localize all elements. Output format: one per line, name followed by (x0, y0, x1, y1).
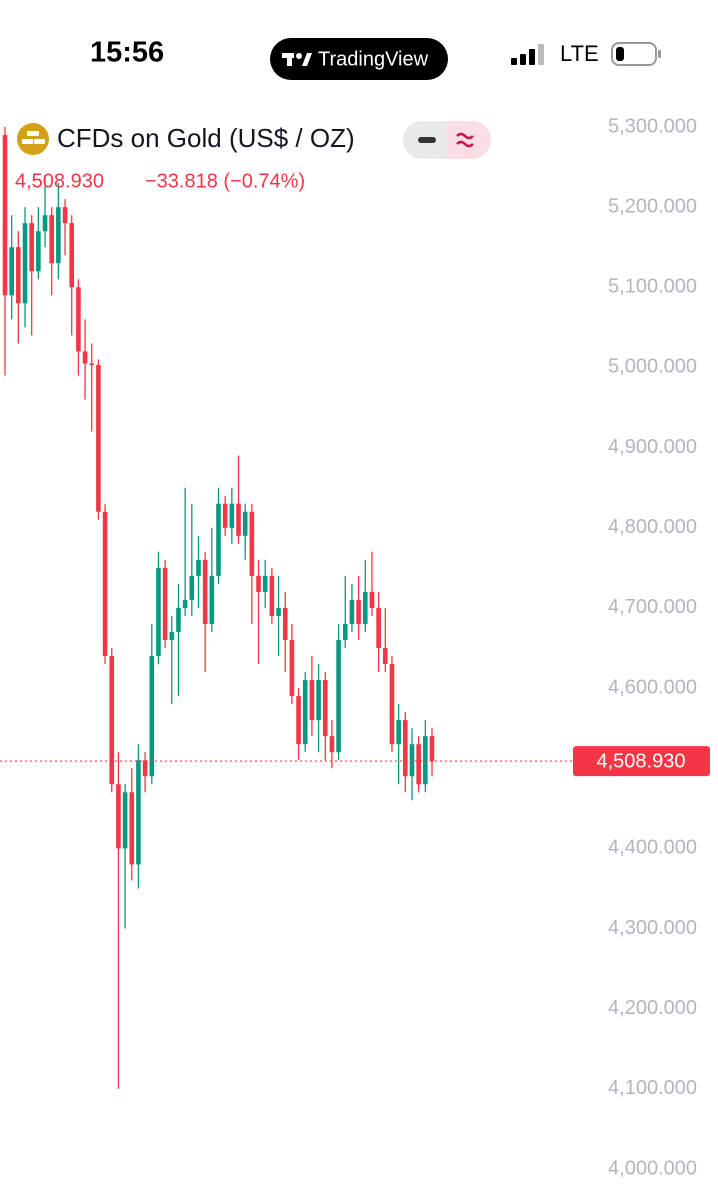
candle-body (89, 363, 95, 366)
candle-body (236, 503, 241, 536)
candle-body (336, 639, 341, 753)
candle-body (129, 792, 135, 865)
candle-body (62, 207, 68, 224)
last-price: 4,508.930 (15, 170, 104, 192)
candle-body (182, 599, 188, 608)
toggle-active[interactable] (447, 121, 491, 159)
candle-body (409, 744, 415, 777)
candle-body (209, 575, 215, 624)
candle-body (342, 623, 348, 640)
candle-body (416, 744, 421, 785)
candle-body (249, 511, 255, 576)
candle-body (362, 591, 368, 624)
y-tick-label: 5,300.000 (608, 115, 697, 137)
app-logo (282, 53, 312, 66)
candle-body (49, 215, 55, 264)
candle-body (2, 135, 8, 296)
candle-body (423, 736, 428, 785)
candle-body (403, 720, 408, 777)
network-label: LTE (560, 41, 599, 66)
status-time: 15:56 (90, 37, 164, 69)
candle-body (169, 631, 175, 640)
y-tick-label: 4,800.000 (608, 516, 697, 538)
candle-body (9, 247, 14, 296)
candle-body (202, 559, 208, 624)
candle-body (142, 760, 148, 777)
candle-body (322, 680, 328, 737)
price-change: −33.818 (−0.74%) (145, 170, 305, 192)
candle-body (382, 648, 388, 665)
battery-icon (611, 42, 661, 66)
candle-body (69, 223, 75, 288)
candle-body (109, 656, 115, 785)
candle-body (389, 664, 395, 745)
signal-icon (511, 44, 544, 65)
y-tick-label: 4,700.000 (608, 596, 697, 618)
instrument-title: CFDs on Gold (US$ / OZ) (57, 123, 355, 153)
candle-body (329, 736, 335, 753)
app-name: TradingView (318, 48, 429, 70)
candle-body (262, 575, 268, 592)
wave-icon (456, 132, 474, 148)
gold-icon (17, 123, 49, 155)
candle-body (256, 575, 261, 592)
y-tick-label: 4,400.000 (608, 837, 697, 859)
y-tick-label: 4,600.000 (608, 676, 697, 698)
candle-body (22, 223, 28, 304)
candle-body (369, 591, 375, 608)
app-pill (270, 38, 448, 80)
y-tick-label: 4,200.000 (608, 997, 697, 1019)
y-tick-label: 5,200.000 (608, 195, 697, 217)
candle-body (149, 656, 155, 777)
candle-body (396, 720, 401, 745)
candle-body (289, 639, 295, 697)
candle-body (282, 607, 288, 640)
candle-body (42, 215, 48, 232)
candle-body (29, 223, 34, 272)
candle-body (302, 680, 308, 745)
candle-body (349, 599, 355, 624)
candle-body (176, 607, 181, 632)
y-tick-label: 4,000.000 (608, 1157, 697, 1179)
candle-body (429, 736, 435, 762)
candle-body (16, 247, 21, 304)
candle-body (36, 231, 41, 272)
y-tick-label: 5,000.000 (608, 356, 697, 378)
y-tick-label: 5,100.000 (608, 276, 697, 298)
candle-body (296, 696, 301, 745)
candle-body (276, 607, 281, 616)
candle-body (136, 760, 141, 865)
candle-body (309, 680, 315, 721)
candle-body (116, 784, 121, 849)
candle-body (156, 567, 161, 657)
y-tick-label: 4,100.000 (608, 1077, 697, 1099)
candle-body (356, 599, 361, 624)
candle-body (242, 511, 248, 536)
candle-body (122, 792, 128, 849)
candle-body (96, 365, 101, 512)
candle-body (229, 503, 235, 528)
candle-body (189, 575, 195, 600)
last-price-tag-label: 4,508.930 (597, 750, 686, 772)
candle-body (222, 503, 228, 528)
y-tick-label: 4,300.000 (608, 917, 697, 939)
candle-body (196, 559, 201, 576)
candle-body (56, 207, 61, 264)
candle-body (76, 287, 81, 352)
candle-body (102, 511, 108, 657)
minimize-icon (418, 137, 436, 143)
y-tick-label: 4,900.000 (608, 436, 697, 458)
candle-body (82, 351, 88, 364)
candle-body (162, 567, 168, 640)
last-price-tag (573, 746, 710, 777)
candle-body (216, 503, 221, 576)
candle-body (376, 607, 381, 648)
candle-body (269, 575, 275, 616)
plot-area: 5,300.000 5,200.000 5,100.000 5,000.000 4,90… (0, 115, 710, 1179)
candle-body (316, 680, 321, 721)
